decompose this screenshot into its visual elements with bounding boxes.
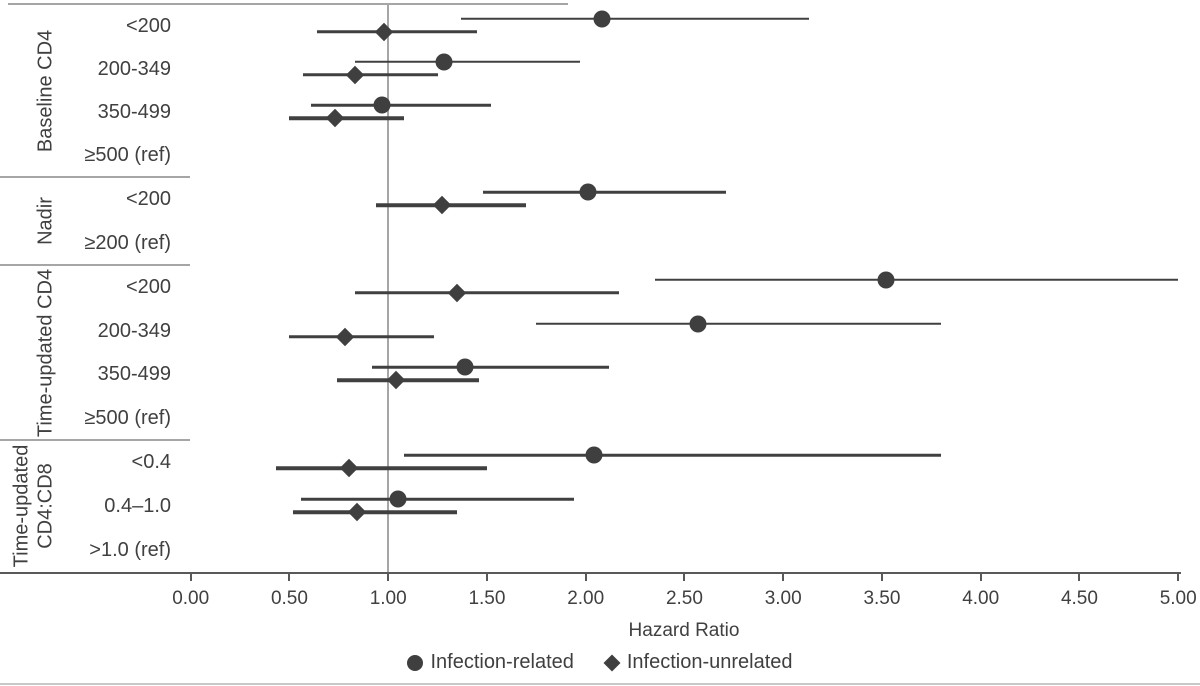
tick-mark [683, 574, 686, 581]
marker-circle-related [389, 490, 407, 508]
row-label: ≥200 (ref) [84, 232, 171, 254]
tick-label: 0.50 [270, 588, 308, 609]
ci-line-related [461, 17, 809, 20]
row-label: ≥500 (ref) [84, 407, 171, 430]
row-label: 200-349 [97, 57, 171, 80]
tick-label: 4.00 [962, 588, 1000, 609]
ci-line-related [483, 190, 726, 194]
x-axis-title: Hazard Ratio [628, 620, 740, 641]
ci-line-related [536, 322, 942, 325]
circle-marker-icon [407, 654, 424, 671]
diamond-marker-icon [603, 654, 621, 671]
tick-mark [782, 574, 785, 581]
ci-line-unrelated [303, 73, 438, 77]
ci-line-unrelated [376, 203, 527, 207]
marker-circle-related [877, 271, 895, 289]
marker-circle-related [689, 315, 707, 333]
ci-line-related [404, 453, 942, 457]
ci-line-related [654, 278, 1179, 282]
tick-label: 3.00 [764, 588, 802, 609]
marker-circle-related [585, 446, 603, 464]
tick-label: 3.50 [863, 588, 901, 609]
row-label: <200 [125, 14, 171, 37]
legend-label-infection-unrelated: Infection-unrelated [626, 651, 793, 673]
bottom-border [0, 683, 1200, 685]
tick-mark [1078, 574, 1081, 581]
ci-line-related [311, 103, 491, 107]
row-label: 350-499 [97, 101, 171, 124]
tick-mark [584, 574, 587, 581]
ci-line-related [301, 497, 574, 501]
row-label: <200 [125, 188, 171, 210]
tick-label: 5.00 [1159, 588, 1197, 609]
tick-label: 2.00 [567, 588, 605, 609]
group-separator [0, 176, 190, 178]
ci-line-unrelated [336, 378, 480, 383]
tick-label: 2.50 [665, 588, 703, 609]
marker-circle-related [593, 10, 610, 28]
ci-line-related [372, 366, 610, 369]
marker-circle-related [373, 96, 391, 114]
tick-mark [485, 574, 488, 581]
group-separator [0, 264, 190, 266]
ci-line-unrelated [289, 116, 404, 120]
legend-item-infection-related: Infection-related [407, 651, 574, 674]
tick-label: 1.50 [468, 588, 506, 609]
tick-mark [387, 574, 390, 581]
marker-circle-related [579, 183, 597, 201]
row-label: <0.4 [131, 451, 171, 473]
tick-mark [288, 574, 291, 581]
tick-label: 0.00 [172, 588, 210, 609]
marker-circle-related [456, 358, 474, 376]
legend-label-infection-related: Infection-related [430, 651, 574, 673]
ci-line-unrelated [317, 29, 478, 34]
tick-label: 4.50 [1060, 588, 1098, 609]
row-label: 0.4–1.0 [104, 495, 171, 517]
legend: Infection-related Infection-unrelated [0, 651, 1200, 674]
ci-line-related [354, 60, 580, 64]
axis-line [0, 572, 1181, 574]
row-label: <200 [125, 275, 171, 298]
legend-item-infection-unrelated: Infection-unrelated [603, 651, 793, 674]
top-border [8, 3, 568, 5]
tick-mark [1177, 574, 1180, 581]
row-label: 200-349 [97, 319, 171, 342]
ci-line-unrelated [275, 466, 487, 470]
marker-circle-related [435, 53, 452, 71]
row-label: 350-499 [97, 363, 171, 386]
tick-mark [979, 574, 982, 581]
ci-line-unrelated [289, 334, 434, 339]
ci-line-unrelated [293, 510, 458, 514]
row-label: >1.0 (ref) [89, 539, 171, 561]
row-label: ≥500 (ref) [84, 144, 171, 167]
tick-mark [880, 574, 883, 581]
group-separator [0, 439, 190, 441]
tick-label: 1.00 [369, 588, 407, 609]
ci-line-unrelated [354, 291, 620, 295]
tick-mark [189, 574, 192, 581]
